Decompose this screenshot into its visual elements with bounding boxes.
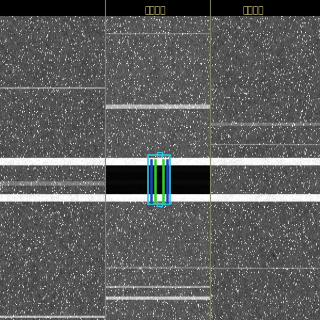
- Bar: [156, 201, 162, 206]
- Text: 右側画像: 右側画像: [242, 6, 264, 15]
- Bar: [148, 155, 170, 204]
- Bar: [156, 152, 162, 157]
- Text: 左側画像: 左側画像: [144, 6, 166, 15]
